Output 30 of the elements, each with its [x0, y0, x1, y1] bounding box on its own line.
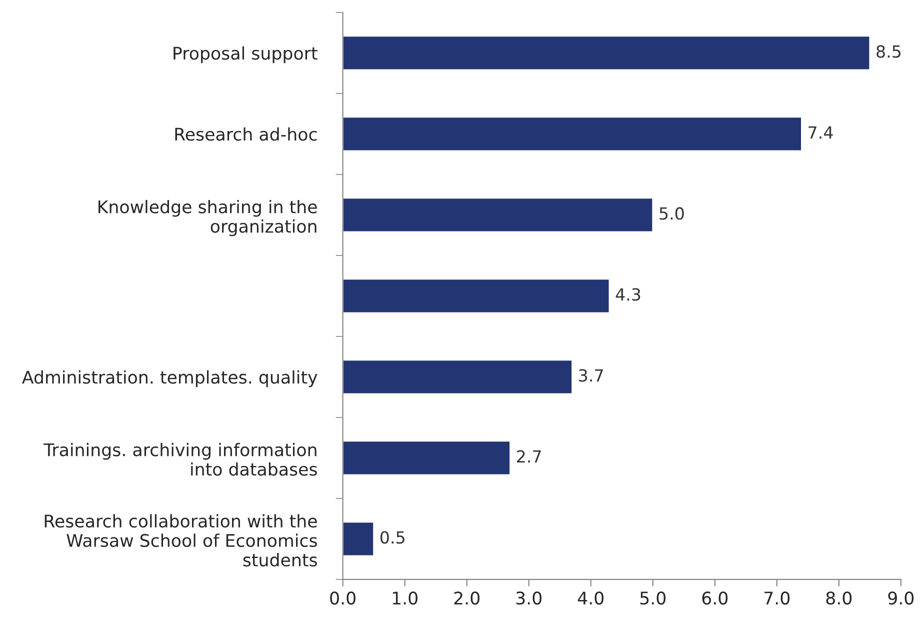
x-tick-label: 7.0 [764, 592, 790, 605]
bar [342, 359, 573, 395]
y-tick-label: Administration. templates. quality [22, 370, 318, 388]
data-label: 5.0 [660, 207, 684, 220]
x-tick-label: 0.0 [330, 592, 356, 605]
x-tick-label: 8.0 [826, 592, 852, 605]
x-tick-label: 1.0 [392, 592, 418, 605]
data-label: 0.5 [380, 531, 404, 544]
x-tick-label: 9.0 [888, 592, 914, 605]
x-tick-label: 5.0 [640, 592, 666, 605]
y-tick-label: Research ad-hoc [175, 127, 317, 141]
x-tick-label: 6.0 [702, 592, 728, 605]
bar [342, 35, 871, 71]
x-tick-label: 4.0 [578, 592, 604, 605]
data-label: 4.3 [616, 288, 640, 301]
bar [342, 278, 610, 314]
y-tick-label: Trainings. archiving information into databases [44, 442, 317, 476]
bar [342, 440, 511, 476]
y-tick-label: Knowledge sharing in the organization [98, 200, 317, 236]
y-tick-label: Research collaboration with the Warsaw School of Economics students [44, 514, 317, 566]
x-tick-label: 3.0 [516, 592, 542, 605]
bar [342, 197, 654, 233]
data-label: 2.7 [517, 450, 541, 463]
bar [342, 116, 802, 152]
bar [342, 521, 375, 557]
data-label: 8.5 [876, 45, 900, 58]
y-tick-label: Proposal support [174, 46, 318, 64]
data-label: 3.7 [579, 369, 603, 382]
x-tick-label: 2.0 [454, 592, 480, 605]
data-label: 7.4 [808, 126, 833, 139]
